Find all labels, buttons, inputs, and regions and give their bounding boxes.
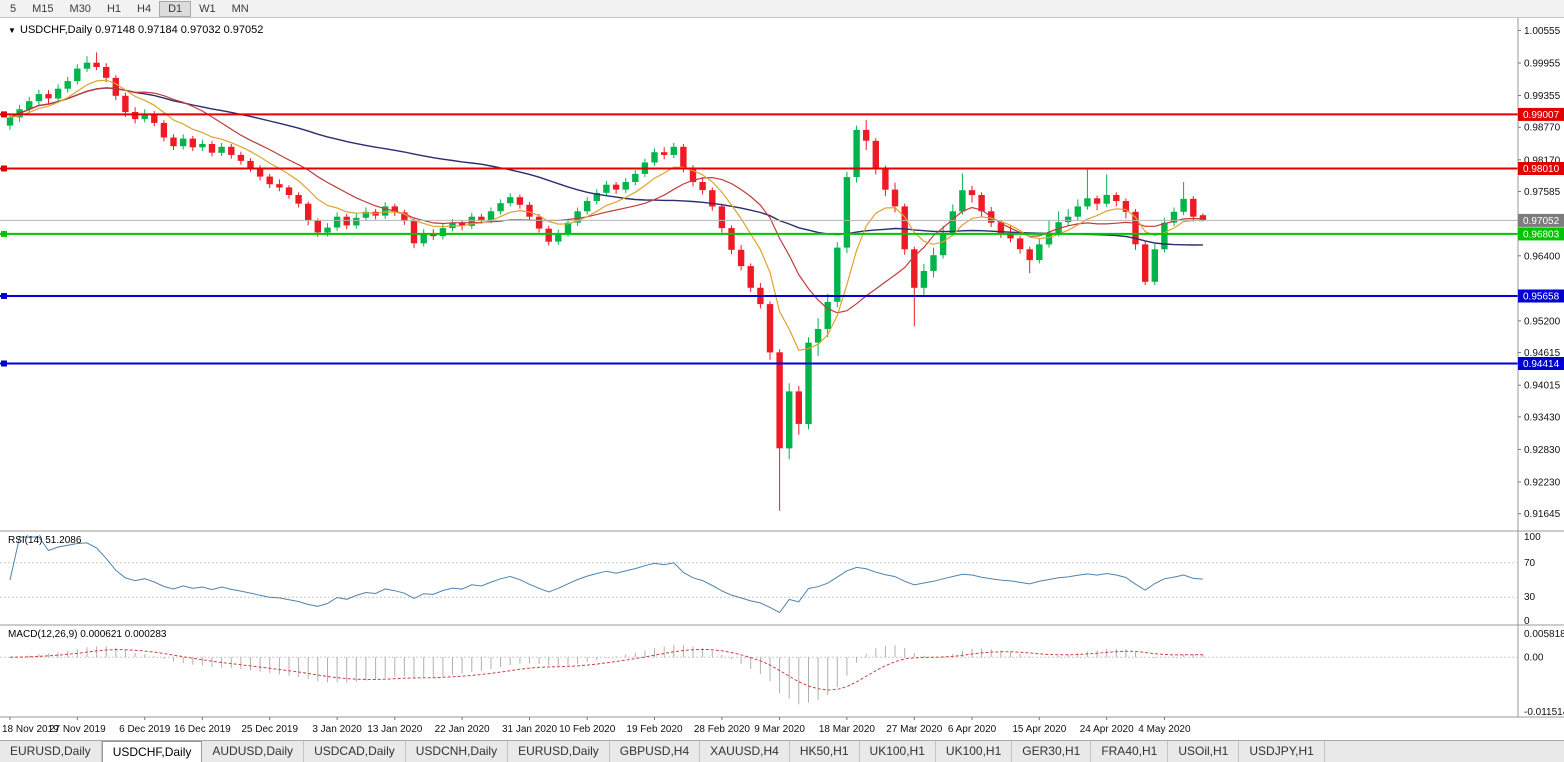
- candlestick-series: [6, 52, 1207, 511]
- svg-text:0.97052: 0.97052: [1523, 216, 1560, 227]
- svg-text:3 Jan 2020: 3 Jan 2020: [312, 724, 362, 735]
- chart-tab-gbpusd-h4[interactable]: GBPUSD,H4: [609, 741, 701, 762]
- svg-text:0.98010: 0.98010: [1523, 164, 1560, 175]
- ma-slow-line: [9, 87, 1203, 246]
- svg-text:0.99007: 0.99007: [1523, 110, 1560, 121]
- svg-text:0: 0: [1524, 616, 1530, 627]
- svg-text:16 Dec 2019: 16 Dec 2019: [174, 724, 231, 735]
- svg-text:RSI(14) 51.2086: RSI(14) 51.2086: [8, 535, 82, 546]
- svg-text:25 Dec 2019: 25 Dec 2019: [241, 724, 298, 735]
- price-badges: 0.99007 0.98010 0.96803 0.95658 0.94414 0.970…: [1518, 107, 1564, 370]
- svg-text:70: 70: [1524, 558, 1536, 569]
- chart-tab-usdchf-daily[interactable]: USDCHF,Daily: [101, 741, 203, 762]
- svg-text:19 Feb 2020: 19 Feb 2020: [626, 724, 683, 735]
- chart-tab-hk50-h1[interactable]: HK50,H1: [789, 741, 860, 762]
- svg-text:0.97585: 0.97585: [1524, 187, 1561, 198]
- timeframe-button-d1[interactable]: D1: [159, 0, 192, 17]
- svg-text:6 Apr 2020: 6 Apr 2020: [948, 724, 997, 735]
- timeframe-button-mn[interactable]: MN: [231, 2, 249, 15]
- price-axis: 1.00555 0.99955 0.99355 0.98770 0.98170 0.975…: [1518, 26, 1561, 520]
- level-anchor-marker[interactable]: [1, 293, 7, 299]
- svg-text:USDCHF,Daily 0.97148 0.97184: USDCHF,Daily 0.97148 0.97184 0.97032 0.9…: [20, 24, 263, 36]
- svg-text:0.98770: 0.98770: [1524, 123, 1561, 134]
- timeframe-button-m30[interactable]: M30: [69, 2, 91, 15]
- svg-text:▼: ▼: [8, 26, 16, 35]
- chart-tab-bar: EURUSD,Daily USDCHF,Daily AUDUSD,Daily USDC…: [0, 740, 1564, 762]
- timeframe-button-m15[interactable]: M15: [32, 2, 54, 15]
- rsi-panel: RSI(14) 51.2086 100 70 30 0: [0, 532, 1541, 627]
- chart-tab-eurusd-daily[interactable]: EURUSD,Daily: [508, 741, 610, 762]
- svg-text:18 Nov 2019: 18 Nov 2019: [2, 724, 59, 735]
- svg-text:0.94615: 0.94615: [1524, 348, 1561, 359]
- timeframe-button-5[interactable]: 5: [10, 2, 17, 15]
- timeframe-button-w1[interactable]: W1: [199, 2, 216, 15]
- svg-text:18 Mar 2020: 18 Mar 2020: [819, 724, 876, 735]
- svg-text:0.93430: 0.93430: [1524, 412, 1561, 423]
- horizontal-level-lines[interactable]: [0, 111, 1518, 367]
- svg-text:100: 100: [1524, 532, 1541, 543]
- svg-text:28 Feb 2020: 28 Feb 2020: [694, 724, 751, 735]
- chart-tab-usoil-h1[interactable]: USOil,H1: [1168, 741, 1240, 762]
- svg-text:0.99955: 0.99955: [1524, 59, 1561, 70]
- svg-text:27 Nov 2019: 27 Nov 2019: [49, 724, 106, 735]
- chart-header: ▼ USDCHF,Daily 0.97148 0.97184 0.97032 0.…: [8, 24, 263, 36]
- svg-text:22 Jan 2020: 22 Jan 2020: [435, 724, 490, 735]
- level-anchor-marker[interactable]: [1, 360, 7, 367]
- chart-tab-audusd-daily[interactable]: AUDUSD,Daily: [202, 741, 305, 762]
- svg-text:4 May 2020: 4 May 2020: [1138, 724, 1191, 735]
- svg-text:0.96803: 0.96803: [1523, 229, 1560, 240]
- svg-text:30: 30: [1524, 592, 1536, 603]
- chart-area[interactable]: 1.00555 0.99955 0.99355 0.98770 0.98170 0.975…: [0, 18, 1564, 740]
- svg-text:0.91645: 0.91645: [1524, 509, 1561, 520]
- chart-tab-uk100-h1[interactable]: UK100,H1: [935, 741, 1013, 762]
- svg-text:0.94015: 0.94015: [1524, 381, 1561, 392]
- timeframe-button-h1[interactable]: H1: [106, 2, 121, 15]
- svg-text:24 Apr 2020: 24 Apr 2020: [1080, 724, 1134, 735]
- svg-text:0.95658: 0.95658: [1523, 292, 1560, 303]
- chart-tab-eurusd-daily[interactable]: EURUSD,Daily: [0, 741, 102, 762]
- ma-fast-line: [9, 79, 1203, 351]
- chart-tab-ger30-h1[interactable]: GER30,H1: [1012, 741, 1092, 762]
- svg-text:31 Jan 2020: 31 Jan 2020: [502, 724, 557, 735]
- svg-text:0.92230: 0.92230: [1524, 478, 1561, 489]
- rsi-line: [9, 536, 1203, 614]
- level-anchor-marker[interactable]: [1, 230, 7, 237]
- svg-text:0.96400: 0.96400: [1524, 251, 1561, 262]
- chart-tab-uk100-h1[interactable]: UK100,H1: [859, 741, 936, 762]
- svg-text:15 Apr 2020: 15 Apr 2020: [1012, 724, 1066, 735]
- svg-text:0.98170: 0.98170: [1524, 155, 1561, 166]
- svg-text:13 Jan 2020: 13 Jan 2020: [367, 724, 422, 735]
- svg-text:0.92830: 0.92830: [1524, 445, 1561, 456]
- svg-text:27 Mar 2020: 27 Mar 2020: [886, 724, 943, 735]
- svg-text:0.00: 0.00: [1524, 653, 1544, 664]
- svg-text:0.94414: 0.94414: [1523, 359, 1560, 370]
- svg-text:0.95200: 0.95200: [1524, 316, 1561, 327]
- svg-text:10 Feb 2020: 10 Feb 2020: [559, 724, 616, 735]
- svg-text:MACD(12,26,9) 0.000621 0.00028: MACD(12,26,9) 0.000621 0.000283: [8, 629, 167, 640]
- chart-tab-usdjpy-h1[interactable]: USDJPY,H1: [1239, 741, 1325, 762]
- level-anchor-marker[interactable]: [1, 111, 7, 118]
- svg-text:0.99355: 0.99355: [1524, 91, 1561, 102]
- chart-tab-xauusd-h4[interactable]: XAUUSD,H4: [700, 741, 790, 762]
- current-price-badge: [1518, 213, 1564, 227]
- level-anchor-marker[interactable]: [1, 165, 7, 172]
- trading-chart-svg[interactable]: 1.00555 0.99955 0.99355 0.98770 0.98170 0.975…: [0, 18, 1564, 740]
- chart-tab-fra40-h1[interactable]: FRA40,H1: [1091, 741, 1169, 762]
- svg-text:9 Mar 2020: 9 Mar 2020: [754, 724, 805, 735]
- chart-tab-usdcad-daily[interactable]: USDCAD,Daily: [304, 741, 406, 762]
- svg-text:0.005818: 0.005818: [1524, 629, 1564, 640]
- macd-panel: MACD(12,26,9) 0.000621 0.000283 0.005818 0…: [0, 629, 1564, 718]
- svg-text:6 Dec 2019: 6 Dec 2019: [119, 724, 171, 735]
- svg-text:1.00555: 1.00555: [1524, 26, 1561, 37]
- macd-histogram: [19, 644, 1204, 705]
- timeframe-button-h4[interactable]: H4: [137, 2, 152, 15]
- chart-tab-usdcnh-daily[interactable]: USDCNH,Daily: [405, 741, 509, 762]
- svg-text:-0.011514: -0.011514: [1524, 707, 1564, 718]
- timeframe-toolbar: 5 M15 M30 H1 H4 D1 W1 MN: [0, 0, 1564, 18]
